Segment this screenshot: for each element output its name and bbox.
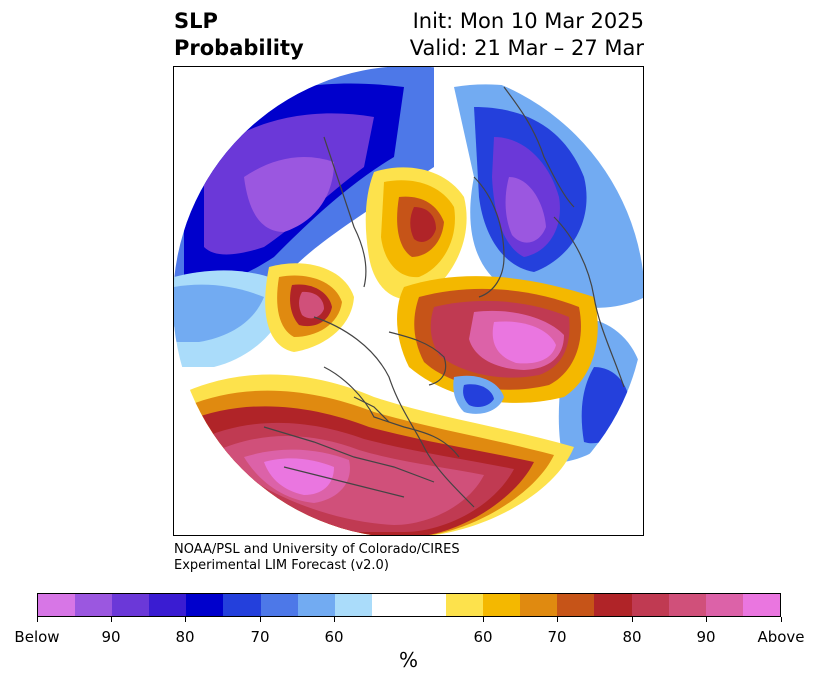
colorbar-segment: [705, 594, 743, 616]
map-title-right: Init: Mon 10 Mar 2025 Valid: 21 Mar – 27…: [410, 8, 644, 62]
colorbar-tick-mark: [781, 617, 782, 622]
colorbar-segment: [38, 594, 76, 616]
credit-line-1: NOAA/PSL and University of Colorado/CIRE…: [174, 542, 460, 557]
probability-map-svg: [174, 67, 643, 535]
colorbar-segment: [557, 594, 595, 616]
colorbar-segment: [75, 594, 113, 616]
colorbar-tick-mark: [483, 617, 484, 622]
polar-map: [173, 66, 644, 536]
colorbar-tick-mark: [111, 617, 112, 622]
colorbar-segment: [149, 594, 187, 616]
coastlines: [263, 86, 625, 508]
colorbar-segment: [112, 594, 150, 616]
colorbar-segment: [223, 594, 261, 616]
colorbar: [37, 593, 781, 617]
colorbar-segment: [742, 594, 780, 616]
colorbar-tick-label: 70: [250, 628, 270, 646]
product-label: Probability: [174, 36, 304, 60]
colorbar-segment: [371, 594, 409, 616]
credit-line-2: Experimental LIM Forecast (v2.0): [174, 558, 389, 573]
colorbar-tick-mark: [260, 617, 261, 622]
map-title-left: SLP Probability: [174, 8, 304, 62]
colorbar-tick-label: 90: [696, 628, 716, 646]
colorbar-segment: [483, 594, 521, 616]
colorbar-tick-mark: [706, 617, 707, 622]
colorbar-segment: [408, 594, 447, 616]
colorbar-tick-label: 70: [547, 628, 567, 646]
colorbar-tick-mark: [557, 617, 558, 622]
colorbar-tick-label: 80: [175, 628, 195, 646]
colorbar-tick-label: 90: [101, 628, 121, 646]
colorbar-segment: [334, 594, 372, 616]
colorbar-tick-label: 60: [324, 628, 344, 646]
valid-range: Valid: 21 Mar – 27 Mar: [409, 36, 644, 60]
colorbar-tick-label: Above: [757, 628, 805, 646]
colorbar-tick-mark: [632, 617, 633, 622]
colorbar-tick-label: Below: [14, 628, 60, 646]
colorbar-segment: [594, 594, 632, 616]
colorbar-tick-label: 60: [473, 628, 493, 646]
colorbar-segment: [297, 594, 335, 616]
colorbar-segment: [631, 594, 669, 616]
colorbar-segment: [520, 594, 558, 616]
colorbar-tick-label: 80: [622, 628, 642, 646]
colorbar-segment: [668, 594, 706, 616]
colorbar-unit: %: [399, 648, 419, 672]
colorbar-tick-mark: [185, 617, 186, 622]
colorbar-tick-mark: [334, 617, 335, 622]
colorbar-segment: [186, 594, 224, 616]
init-date: Init: Mon 10 Mar 2025: [412, 9, 644, 33]
probability-field: [174, 67, 643, 535]
colorbar-segment: [446, 594, 484, 616]
colorbar-segment: [260, 594, 298, 616]
credit-text: NOAA/PSL and University of Colorado/CIRE…: [174, 542, 460, 574]
variable-label: SLP: [174, 9, 218, 33]
colorbar-tick-mark: [37, 617, 38, 622]
